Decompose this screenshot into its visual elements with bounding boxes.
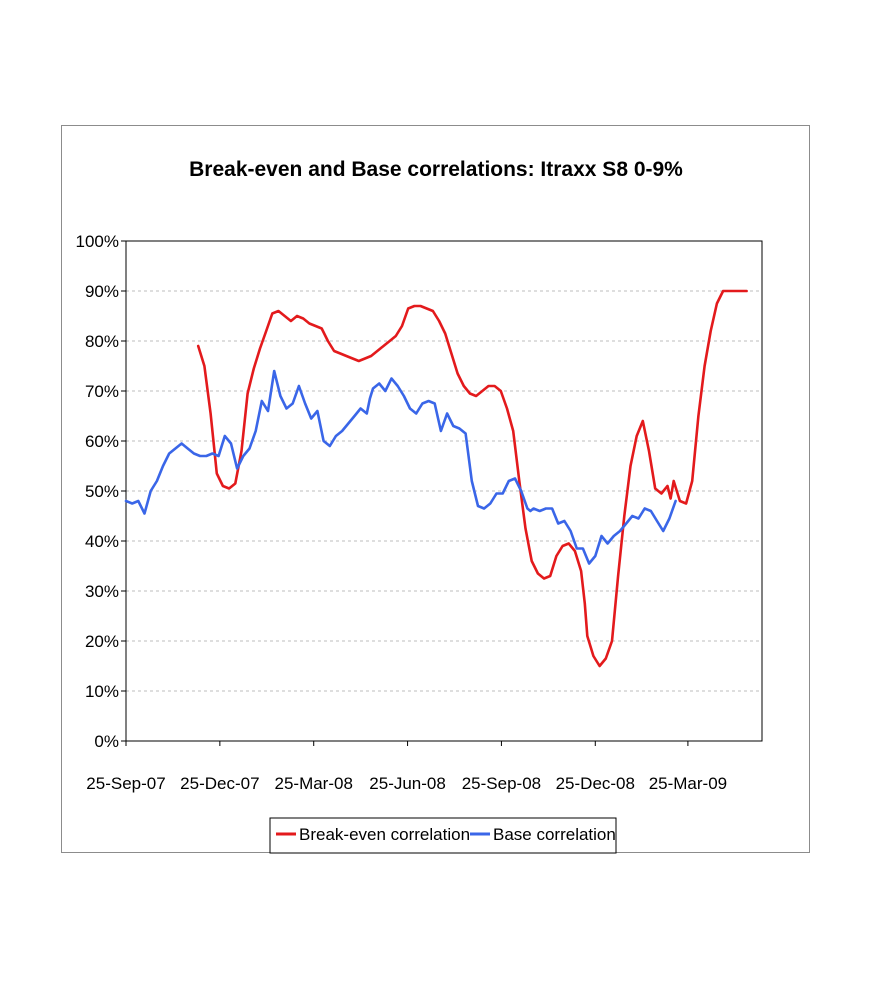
y-tick-label: 50%	[85, 482, 119, 501]
y-tick-label: 30%	[85, 582, 119, 601]
chart-canvas: Break-even and Base correlations: Itraxx…	[76, 158, 763, 854]
y-tick-label: 80%	[85, 332, 119, 351]
base-correlation-line	[124, 369, 677, 565]
x-tick-label: 25-Dec-07	[180, 774, 259, 793]
chart-title: Break-even and Base correlations: Itraxx…	[189, 158, 683, 181]
y-tick-label: 10%	[85, 682, 119, 701]
x-tick-label: 25-Mar-08	[275, 774, 353, 793]
legend-label-break-even: Break-even correlation	[299, 825, 470, 844]
x-tick-label: 25-Mar-09	[649, 774, 727, 793]
y-tick-label: 20%	[85, 632, 119, 651]
y-tick-label: 0%	[94, 732, 119, 751]
x-tick-label: 25-Jun-08	[369, 774, 446, 793]
y-tick-label: 70%	[85, 382, 119, 401]
y-axis-labels: 0% 10% 20% 30% 40% 50% 60% 70% 80% 90% 100%	[76, 232, 119, 751]
break-even-correlation-line	[196, 289, 748, 668]
legend: Break-even correlation Base correlation	[269, 817, 617, 854]
y-tick-label: 100%	[76, 232, 119, 251]
x-axis-labels: 25-Sep-07 25-Dec-07 25-Mar-08 25-Jun-08 25-S…	[86, 774, 727, 793]
y-tick-label: 60%	[85, 432, 119, 451]
x-tick-label: 25-Sep-08	[462, 774, 541, 793]
x-tick-label: 25-Dec-08	[556, 774, 635, 793]
y-tick-label: 90%	[85, 282, 119, 301]
gridlines	[126, 290, 762, 692]
legend-label-base: Base correlation	[493, 825, 616, 844]
chart-frame: Break-even and Base correlations: Itraxx…	[61, 125, 810, 854]
y-tick-label: 40%	[85, 532, 119, 551]
x-tick-label: 25-Sep-07	[86, 774, 165, 793]
legend-box	[269, 817, 617, 854]
axis-ticks	[121, 240, 689, 746]
series-lines	[124, 289, 748, 668]
